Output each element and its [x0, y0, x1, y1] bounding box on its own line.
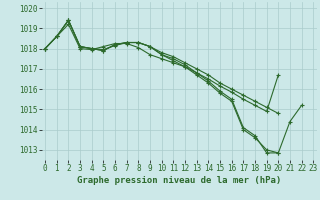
X-axis label: Graphe pression niveau de la mer (hPa): Graphe pression niveau de la mer (hPa): [77, 176, 281, 185]
